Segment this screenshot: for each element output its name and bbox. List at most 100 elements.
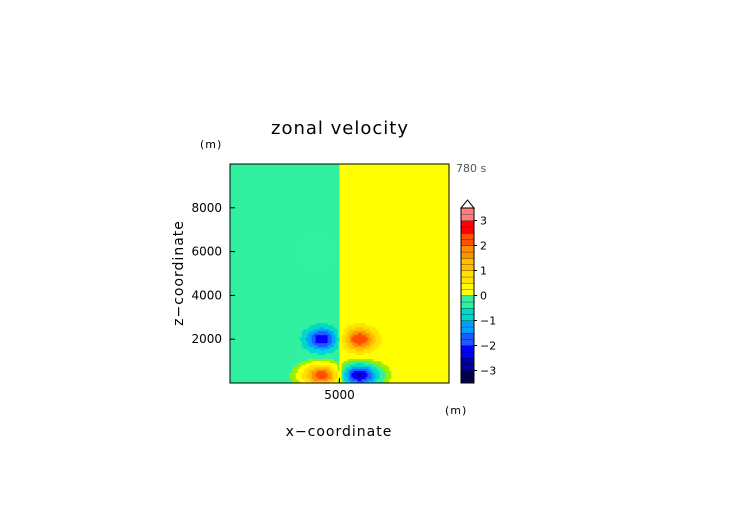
heatmap-cell (395, 251, 398, 254)
heatmap-cell (407, 213, 410, 217)
heatmap-cell (355, 181, 358, 185)
heatmap-cell (289, 251, 293, 254)
heatmap-cell (367, 249, 370, 252)
heatmap-cell (283, 183, 287, 187)
heatmap-cell (253, 219, 257, 223)
heatmap-cell (367, 205, 370, 209)
heatmap-cell (355, 169, 358, 173)
heatmap-cell (391, 185, 394, 189)
heatmap-cell (253, 247, 257, 250)
heatmap-cell (311, 171, 314, 175)
heatmap-cell (267, 237, 271, 240)
heatmap-cell (387, 197, 390, 201)
heatmap-cell (247, 213, 251, 217)
heatmap-cell (443, 239, 446, 242)
heatmap-cell (429, 211, 432, 215)
heatmap-cell (243, 173, 247, 177)
heatmap-cell (413, 209, 416, 213)
heatmap-cell (297, 251, 300, 254)
heatmap-cell (395, 237, 398, 240)
heatmap-cell (261, 207, 265, 211)
heatmap-cell (237, 219, 241, 223)
heatmap-cell (431, 181, 434, 185)
heatmap-cell (391, 173, 394, 177)
heatmap-cell (421, 169, 424, 173)
heatmap-cell (355, 231, 358, 234)
heatmap-cell (303, 177, 306, 181)
heatmap-cell (237, 209, 241, 213)
heatmap-cell (315, 205, 318, 209)
heatmap-cell (281, 225, 285, 229)
heatmap-cell (411, 199, 414, 203)
heatmap-cell (359, 173, 362, 177)
heatmap-cell (233, 164, 237, 167)
heatmap-cell (303, 189, 306, 193)
heatmap-cell (343, 237, 346, 240)
heatmap-cell (381, 243, 384, 246)
heatmap-cell (439, 201, 442, 205)
heatmap-cell (321, 195, 324, 199)
heatmap-cell (343, 164, 346, 167)
heatmap-cell (235, 229, 239, 232)
heatmap-cell (243, 211, 247, 215)
heatmap-cell (243, 187, 247, 191)
heatmap-cell (417, 229, 420, 232)
heatmap-cell (435, 169, 438, 173)
heatmap-cell (423, 175, 426, 179)
heatmap-cell (307, 231, 310, 234)
heatmap-cell (321, 167, 324, 171)
heatmap-cell (353, 203, 356, 207)
heatmap-cell (323, 227, 326, 230)
heatmap-cell (407, 203, 410, 207)
heatmap-cell (417, 181, 420, 185)
heatmap-cell (425, 225, 428, 229)
heatmap-cell (265, 195, 269, 199)
heatmap-cell (439, 209, 442, 213)
heatmap-cell (277, 201, 281, 205)
heatmap-cell (261, 199, 265, 203)
heatmap-cell (277, 231, 281, 234)
heatmap-cell (325, 235, 328, 238)
heatmap-cell (395, 203, 398, 207)
heatmap-cell (441, 225, 444, 229)
heatmap-cell (303, 237, 306, 240)
heatmap-cell (327, 217, 330, 221)
heatmap-cell (241, 189, 245, 193)
heatmap-cell (417, 167, 420, 171)
heatmap-cell (263, 167, 267, 171)
heatmap-cell (393, 193, 396, 197)
heatmap-cell (445, 217, 448, 221)
heatmap-cell (385, 229, 388, 232)
heatmap-cell (235, 199, 239, 203)
heatmap-cell (337, 185, 340, 189)
heatmap-cell (327, 167, 330, 171)
heatmap-cell (307, 185, 310, 189)
heatmap-cell (409, 211, 412, 215)
heatmap-cell (361, 197, 364, 201)
heatmap-cell (377, 175, 380, 179)
heatmap-cell (301, 185, 304, 189)
heatmap-cell (405, 241, 408, 244)
heatmap-cell (289, 233, 293, 236)
heatmap-cell (345, 247, 348, 250)
heatmap-cell (409, 171, 412, 175)
heatmap-cell (263, 175, 267, 179)
heatmap-cell (303, 223, 306, 227)
heatmap-cell (259, 227, 263, 230)
heatmap-cell (403, 195, 406, 199)
heatmap-cell (351, 203, 354, 207)
heatmap-cell (283, 167, 287, 171)
heatmap-cell (347, 227, 350, 230)
heatmap-cell (305, 247, 308, 250)
heatmap-cell (445, 169, 448, 173)
heatmap-cell (417, 203, 420, 207)
heatmap-cell (263, 189, 267, 193)
heatmap-cell (443, 183, 446, 187)
heatmap-cell (415, 199, 418, 203)
heatmap-cell (313, 197, 316, 201)
heatmap-cell (445, 164, 448, 167)
heatmap-cell (267, 217, 271, 221)
heatmap-cell (257, 213, 261, 217)
heatmap-cell (323, 205, 326, 209)
heatmap-cell (239, 181, 243, 185)
